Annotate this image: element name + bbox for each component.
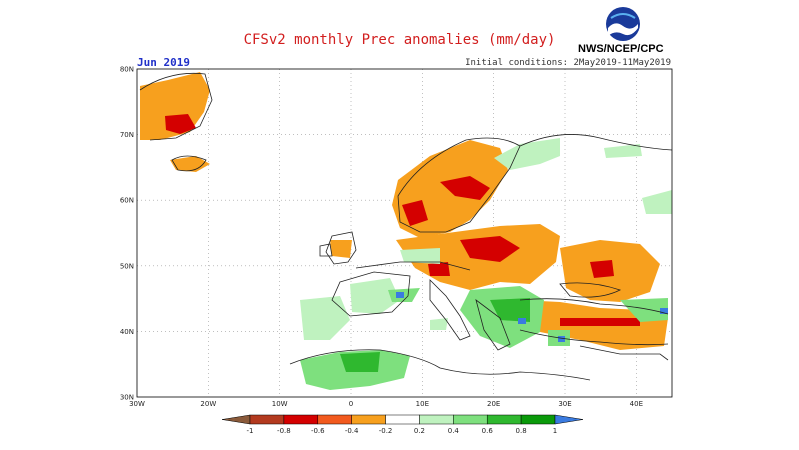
map-frame — [136, 68, 673, 398]
colorbar-label: 0.8 — [516, 427, 527, 435]
colorbar-low-arrow — [221, 414, 251, 425]
colorbar-label: -0.6 — [311, 427, 325, 435]
colorbar-segment — [249, 414, 285, 425]
lon-tick-label: 30W — [129, 400, 145, 408]
lon-tick-label: 30E — [558, 400, 571, 408]
anomaly-patches — [140, 72, 672, 390]
colorbar-segment — [385, 414, 420, 425]
lon-tick-label: 20E — [487, 400, 500, 408]
colorbar-label: 1 — [553, 427, 557, 435]
lat-tick-label: 40N — [120, 328, 134, 336]
lat-tick-label: 80N — [120, 66, 134, 74]
colorbar-label: -1 — [247, 427, 254, 435]
colorbar-high-arrow — [554, 414, 584, 425]
lon-tick-label: 20W — [200, 400, 216, 408]
colorbar-label: 0.4 — [448, 427, 460, 435]
lat-tick-label: 50N — [120, 262, 134, 270]
noaa-logo-icon — [606, 7, 640, 41]
colorbar-label: -0.2 — [379, 427, 393, 435]
colorbar-segment — [486, 414, 522, 425]
lat-tick-label: 30N — [120, 394, 134, 402]
colorbar-label: 0.6 — [482, 427, 494, 435]
chart-title: CFSv2 monthly Prec anomalies (mm/day) — [243, 32, 556, 48]
colorbar-segment — [283, 414, 319, 425]
forecast-month: Jun 2019 — [137, 56, 190, 69]
lon-tick-label: 0 — [349, 400, 353, 408]
colorbar: -1 -0.8 -0.6 -0.4 -0.2 0.2 0.4 0.6 0.8 1 — [221, 414, 584, 435]
initial-conditions: Initial conditions: 2May2019-11May2019 — [465, 58, 671, 68]
map-gridlines — [137, 69, 672, 397]
colorbar-segment — [351, 414, 386, 425]
colorbar-label: 0.2 — [414, 427, 425, 435]
axis-labels: 30W 20W 10W 0 10E 20E 30E 40E 80N 70N 60N 50N 40N 30N — [120, 66, 643, 409]
coastlines — [139, 73, 673, 381]
colorbar-segment — [453, 414, 488, 425]
lat-tick-label: 60N — [120, 197, 134, 205]
lon-tick-label: 10E — [416, 400, 429, 408]
colorbar-label: -0.8 — [277, 427, 291, 435]
colorbar-segment — [419, 414, 454, 425]
colorbar-segment — [317, 414, 352, 425]
lon-tick-label: 40E — [630, 400, 643, 408]
colorbar-label: -0.4 — [345, 427, 359, 435]
lon-tick-label: 10W — [272, 400, 288, 408]
agency-label: NWS/NCEP/CPC — [578, 43, 664, 55]
colorbar-segment — [520, 414, 556, 425]
lat-tick-label: 70N — [120, 131, 134, 139]
